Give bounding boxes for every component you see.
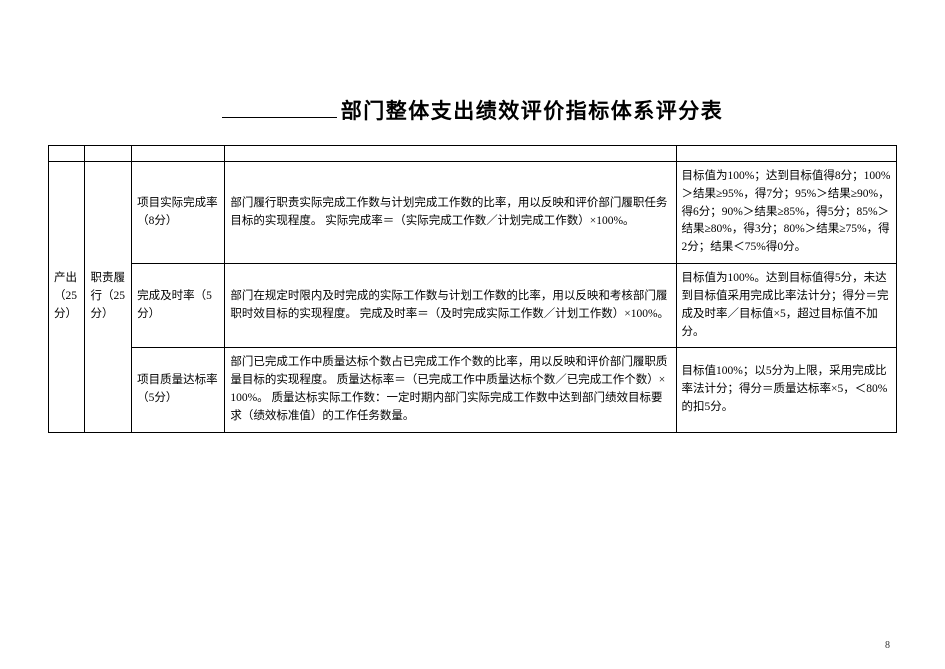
level1-cell: 产出（25分） bbox=[49, 162, 85, 433]
title-area: 部门整体支出绩效评价指标体系评分表 bbox=[48, 95, 897, 125]
page-number: 8 bbox=[885, 640, 890, 651]
evaluation-table: 产出（25分） 职责履行（25分） 项目实际完成率（8分） 部门履行职责实际完成… bbox=[48, 145, 897, 433]
header-cell bbox=[85, 146, 132, 162]
header-cell bbox=[49, 146, 85, 162]
level2-cell: 职责履行（25分） bbox=[85, 162, 132, 433]
indicator-cell: 项目质量达标率（5分） bbox=[132, 348, 225, 432]
table-row: 项目质量达标率（5分） 部门已完成工作中质量达标个数占已完成工作个数的比率，用以… bbox=[49, 348, 897, 432]
table-row: 产出（25分） 职责履行（25分） 项目实际完成率（8分） 部门履行职责实际完成… bbox=[49, 162, 897, 264]
header-cell bbox=[225, 146, 676, 162]
score-cell: 目标值为100%；达到目标值得8分；100%＞结果≥95%，得7分；95%＞结果… bbox=[676, 162, 897, 264]
indicator-cell: 项目实际完成率（8分） bbox=[132, 162, 225, 264]
desc-cell: 部门履行职责实际完成工作数与计划完成工作数的比率，用以反映和评价部门履职任务目标… bbox=[225, 162, 676, 264]
indicator-cell: 完成及时率（5分） bbox=[132, 264, 225, 348]
page-title: 部门整体支出绩效评价指标体系评分表 bbox=[341, 99, 724, 123]
table-header-row bbox=[49, 146, 897, 162]
desc-cell: 部门已完成工作中质量达标个数占已完成工作个数的比率，用以反映和评价部门履职质量目… bbox=[225, 348, 676, 432]
score-cell: 目标值100%；以5分为上限，采用完成比率法计分；得分＝质量达标率×5，＜80%… bbox=[676, 348, 897, 432]
desc-cell: 部门在规定时限内及时完成的实际工作数与计划工作数的比率，用以反映和考核部门履职时… bbox=[225, 264, 676, 348]
score-cell: 目标值为100%。达到目标值得5分，未达到目标值采用完成比率法计分；得分＝完成及… bbox=[676, 264, 897, 348]
table-row: 完成及时率（5分） 部门在规定时限内及时完成的实际工作数与计划工作数的比率，用以… bbox=[49, 264, 897, 348]
title-underline-blank bbox=[222, 100, 337, 118]
header-cell bbox=[676, 146, 897, 162]
header-cell bbox=[132, 146, 225, 162]
